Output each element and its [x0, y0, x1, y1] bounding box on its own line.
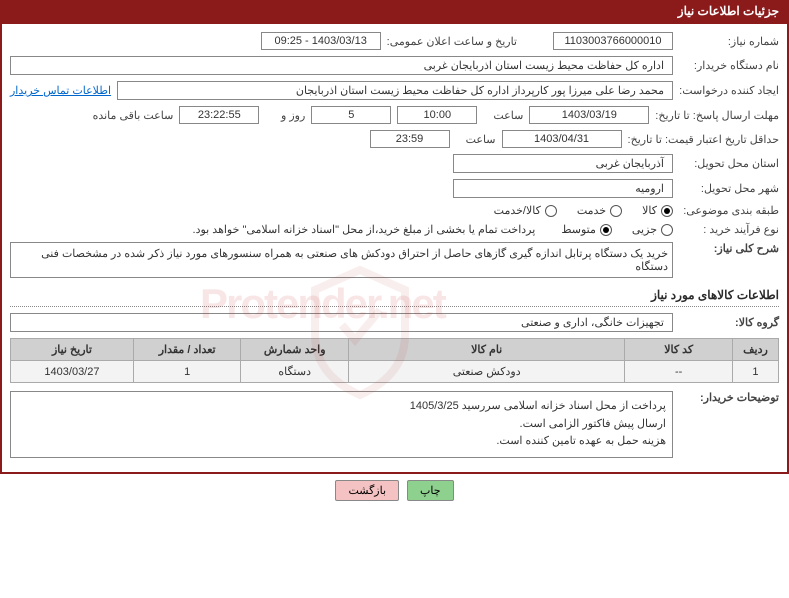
- deadline-date: 1403/03/19: [529, 106, 649, 124]
- deadline-time: 10:00: [397, 106, 477, 124]
- goods-section-title: اطلاعات کالاهای مورد نیاز: [10, 284, 779, 307]
- radio-service-label: خدمت: [577, 204, 606, 217]
- goods-group-value: تجهیزات خانگی، اداری و صنعتی: [10, 313, 673, 332]
- buyer-desc-label: توضیحات خریدار:: [679, 391, 779, 404]
- time-label-1: ساعت: [483, 109, 523, 122]
- radio-dot-icon: [600, 224, 612, 236]
- process-note: پرداخت تمام یا بخشی از مبلغ خرید،از محل …: [193, 223, 536, 236]
- radio-goods[interactable]: کالا: [642, 204, 673, 217]
- th-name: نام کالا: [348, 339, 624, 361]
- summary-label: شرح کلی نیاز:: [679, 242, 779, 255]
- time-label-2: ساعت: [456, 133, 496, 146]
- th-row: ردیف: [732, 339, 778, 361]
- province-value: آذربایجان غربی: [453, 154, 673, 173]
- back-button[interactable]: بازگشت: [335, 480, 399, 501]
- th-code: کد کالا: [625, 339, 733, 361]
- days-remaining: 5: [311, 106, 391, 124]
- category-radio-group: کالا خدمت کالا/خدمت: [494, 204, 673, 217]
- td-code: --: [625, 361, 733, 383]
- td-row: 1: [732, 361, 778, 383]
- radio-medium-label: متوسط: [561, 223, 596, 236]
- radio-both-label: کالا/خدمت: [494, 204, 541, 217]
- th-unit: واحد شمارش: [241, 339, 349, 361]
- radio-small[interactable]: جزیی: [632, 223, 673, 236]
- radio-dot-icon: [545, 205, 557, 217]
- buyer-desc-box: پرداخت از محل اسناد خزانه اسلامی سررسید …: [10, 391, 673, 458]
- process-radio-group: جزیی متوسط: [561, 223, 673, 236]
- category-label: طبقه بندی موضوعی:: [679, 204, 779, 217]
- deadline-label: مهلت ارسال پاسخ: تا تاریخ:: [655, 109, 779, 122]
- th-qty: تعداد / مقدار: [133, 339, 241, 361]
- validity-date: 1403/04/31: [502, 130, 622, 148]
- process-label: نوع فرآیند خرید :: [679, 223, 779, 236]
- footer-buttons: چاپ بازگشت: [0, 480, 789, 501]
- requester-label: ایجاد کننده درخواست:: [679, 84, 779, 97]
- panel-title: جزئیات اطلاعات نیاز: [0, 0, 789, 22]
- city-label: شهر محل تحویل:: [679, 182, 779, 195]
- td-name: دودکش صنعتی: [348, 361, 624, 383]
- summary-value: خرید یک دستگاه پرتابل اندازه گیری گازهای…: [10, 242, 673, 278]
- validity-time: 23:59: [370, 130, 450, 148]
- buyer-org-value: اداره کل حفاظت محیط زیست استان اذربایجان…: [10, 56, 673, 75]
- need-no-label: شماره نیاز:: [679, 35, 779, 48]
- announce-label: تاریخ و ساعت اعلان عمومی:: [387, 35, 517, 48]
- radio-goods-label: کالا: [642, 204, 657, 217]
- radio-dot-icon: [661, 224, 673, 236]
- details-panel: شماره نیاز: 1103003766000010 تاریخ و ساع…: [0, 22, 789, 474]
- table-header-row: ردیف کد کالا نام کالا واحد شمارش تعداد /…: [11, 339, 779, 361]
- buyer-contact-link[interactable]: اطلاعات تماس خریدار: [10, 84, 111, 97]
- goods-table: ردیف کد کالا نام کالا واحد شمارش تعداد /…: [10, 338, 779, 383]
- city-value: ارومیه: [453, 179, 673, 198]
- th-date: تاریخ نیاز: [11, 339, 134, 361]
- buyer-org-label: نام دستگاه خریدار:: [679, 59, 779, 72]
- td-unit: دستگاه: [241, 361, 349, 383]
- radio-small-label: جزیی: [632, 223, 657, 236]
- buyer-desc-line3: هزینه حمل به عهده تامین کننده است.: [17, 433, 666, 451]
- radio-both[interactable]: کالا/خدمت: [494, 204, 557, 217]
- requester-value: محمد رضا علی میرزا پور کارپرداز اداره کل…: [117, 81, 673, 100]
- announce-value: 1403/03/13 - 09:25: [261, 32, 381, 50]
- radio-medium[interactable]: متوسط: [561, 223, 612, 236]
- validity-label: حداقل تاریخ اعتبار قیمت: تا تاریخ:: [628, 133, 779, 146]
- print-button[interactable]: چاپ: [407, 480, 454, 501]
- td-qty: 1: [133, 361, 241, 383]
- days-label: روز و: [265, 109, 305, 122]
- radio-service[interactable]: خدمت: [577, 204, 622, 217]
- radio-dot-icon: [661, 205, 673, 217]
- buyer-desc-line2: ارسال پیش فاکتور الزامی است.: [17, 416, 666, 434]
- province-label: استان محل تحویل:: [679, 157, 779, 170]
- goods-group-label: گروه کالا:: [679, 316, 779, 329]
- remaining-label: ساعت باقی مانده: [93, 109, 174, 122]
- need-no-value: 1103003766000010: [553, 32, 673, 50]
- table-row: 1 -- دودکش صنعتی دستگاه 1 1403/03/27: [11, 361, 779, 383]
- td-date: 1403/03/27: [11, 361, 134, 383]
- countdown: 23:22:55: [179, 106, 259, 124]
- radio-dot-icon: [610, 205, 622, 217]
- buyer-desc-line1: پرداخت از محل اسناد خزانه اسلامی سررسید …: [17, 398, 666, 416]
